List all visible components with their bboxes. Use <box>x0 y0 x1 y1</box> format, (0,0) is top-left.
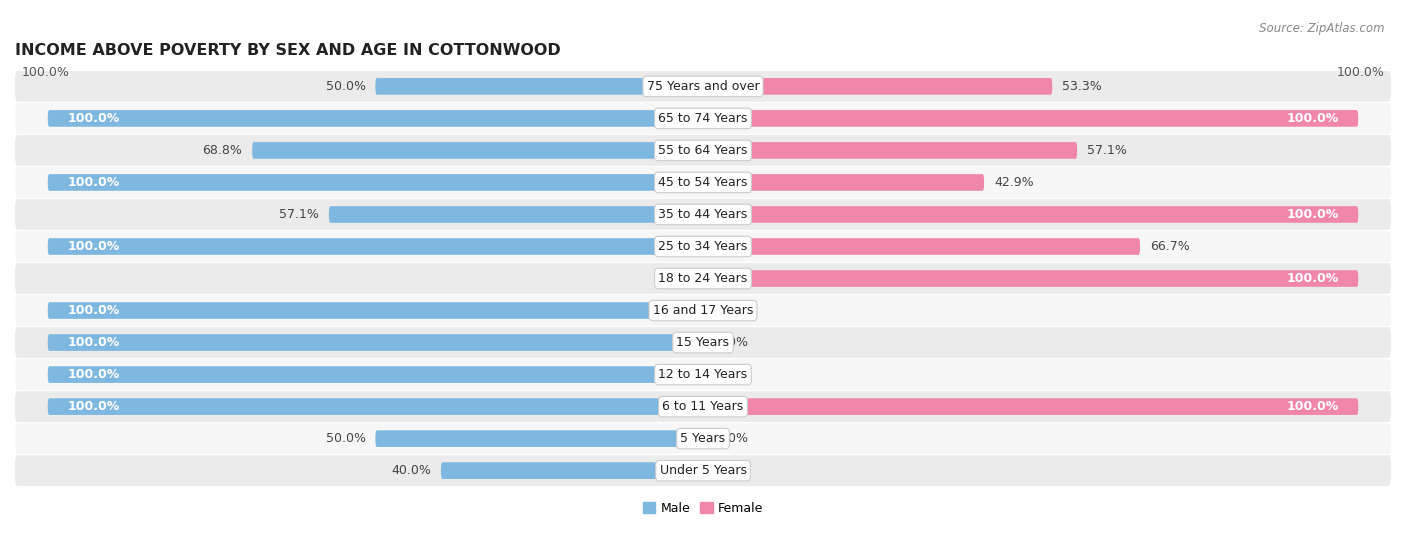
FancyBboxPatch shape <box>375 430 703 447</box>
FancyBboxPatch shape <box>48 398 703 415</box>
Text: 100.0%: 100.0% <box>67 304 120 317</box>
FancyBboxPatch shape <box>15 424 1391 454</box>
FancyBboxPatch shape <box>703 110 1358 127</box>
Text: 0.0%: 0.0% <box>716 304 748 317</box>
FancyBboxPatch shape <box>15 167 1391 198</box>
Text: 42.9%: 42.9% <box>994 176 1033 189</box>
FancyBboxPatch shape <box>15 263 1391 294</box>
Text: 5 Years: 5 Years <box>681 432 725 445</box>
FancyBboxPatch shape <box>15 231 1391 262</box>
Text: 53.3%: 53.3% <box>1062 80 1102 93</box>
Text: 100.0%: 100.0% <box>67 400 120 413</box>
FancyBboxPatch shape <box>48 302 703 319</box>
Text: 45 to 54 Years: 45 to 54 Years <box>658 176 748 189</box>
Text: 68.8%: 68.8% <box>202 144 242 157</box>
Text: 100.0%: 100.0% <box>21 66 69 79</box>
FancyBboxPatch shape <box>703 270 1358 287</box>
FancyBboxPatch shape <box>15 199 1391 230</box>
FancyBboxPatch shape <box>703 238 1140 255</box>
Text: 100.0%: 100.0% <box>67 112 120 125</box>
Text: Source: ZipAtlas.com: Source: ZipAtlas.com <box>1260 22 1385 35</box>
Text: 100.0%: 100.0% <box>1337 66 1385 79</box>
Text: 0.0%: 0.0% <box>716 336 748 349</box>
FancyBboxPatch shape <box>15 455 1391 486</box>
Text: Under 5 Years: Under 5 Years <box>659 464 747 477</box>
FancyBboxPatch shape <box>703 174 984 191</box>
FancyBboxPatch shape <box>329 206 703 223</box>
FancyBboxPatch shape <box>48 174 703 191</box>
Text: 100.0%: 100.0% <box>1286 208 1339 221</box>
FancyBboxPatch shape <box>15 135 1391 166</box>
Text: 57.1%: 57.1% <box>280 208 319 221</box>
FancyBboxPatch shape <box>703 206 1358 223</box>
FancyBboxPatch shape <box>48 110 703 127</box>
Text: 18 to 24 Years: 18 to 24 Years <box>658 272 748 285</box>
Text: 6 to 11 Years: 6 to 11 Years <box>662 400 744 413</box>
FancyBboxPatch shape <box>48 334 703 351</box>
Text: 100.0%: 100.0% <box>67 176 120 189</box>
Text: 100.0%: 100.0% <box>67 368 120 381</box>
FancyBboxPatch shape <box>15 327 1391 358</box>
Text: 12 to 14 Years: 12 to 14 Years <box>658 368 748 381</box>
FancyBboxPatch shape <box>703 398 1358 415</box>
FancyBboxPatch shape <box>441 463 703 479</box>
Text: 0.0%: 0.0% <box>716 368 748 381</box>
Text: 50.0%: 50.0% <box>326 80 366 93</box>
Text: 65 to 74 Years: 65 to 74 Years <box>658 112 748 125</box>
Text: 100.0%: 100.0% <box>1286 400 1339 413</box>
FancyBboxPatch shape <box>15 359 1391 390</box>
FancyBboxPatch shape <box>15 391 1391 422</box>
Text: 50.0%: 50.0% <box>326 432 366 445</box>
FancyBboxPatch shape <box>15 103 1391 134</box>
Text: 100.0%: 100.0% <box>1286 112 1339 125</box>
Text: 57.1%: 57.1% <box>1087 144 1126 157</box>
Text: 40.0%: 40.0% <box>391 464 432 477</box>
Text: 100.0%: 100.0% <box>67 336 120 349</box>
Text: 25 to 34 Years: 25 to 34 Years <box>658 240 748 253</box>
FancyBboxPatch shape <box>703 142 1077 159</box>
FancyBboxPatch shape <box>15 295 1391 326</box>
Text: 100.0%: 100.0% <box>67 240 120 253</box>
FancyBboxPatch shape <box>48 238 703 255</box>
FancyBboxPatch shape <box>252 142 703 159</box>
Legend: Male, Female: Male, Female <box>638 497 768 519</box>
Text: 16 and 17 Years: 16 and 17 Years <box>652 304 754 317</box>
Text: 0.0%: 0.0% <box>716 464 748 477</box>
FancyBboxPatch shape <box>375 78 703 95</box>
Text: 0.0%: 0.0% <box>716 432 748 445</box>
FancyBboxPatch shape <box>48 366 703 383</box>
Text: 0.0%: 0.0% <box>658 272 690 285</box>
Text: 55 to 64 Years: 55 to 64 Years <box>658 144 748 157</box>
FancyBboxPatch shape <box>15 71 1391 102</box>
Text: 66.7%: 66.7% <box>1150 240 1189 253</box>
Text: 15 Years: 15 Years <box>676 336 730 349</box>
FancyBboxPatch shape <box>703 78 1052 95</box>
Text: 75 Years and over: 75 Years and over <box>647 80 759 93</box>
Text: 100.0%: 100.0% <box>1286 272 1339 285</box>
Text: INCOME ABOVE POVERTY BY SEX AND AGE IN COTTONWOOD: INCOME ABOVE POVERTY BY SEX AND AGE IN C… <box>15 43 561 58</box>
Text: 35 to 44 Years: 35 to 44 Years <box>658 208 748 221</box>
